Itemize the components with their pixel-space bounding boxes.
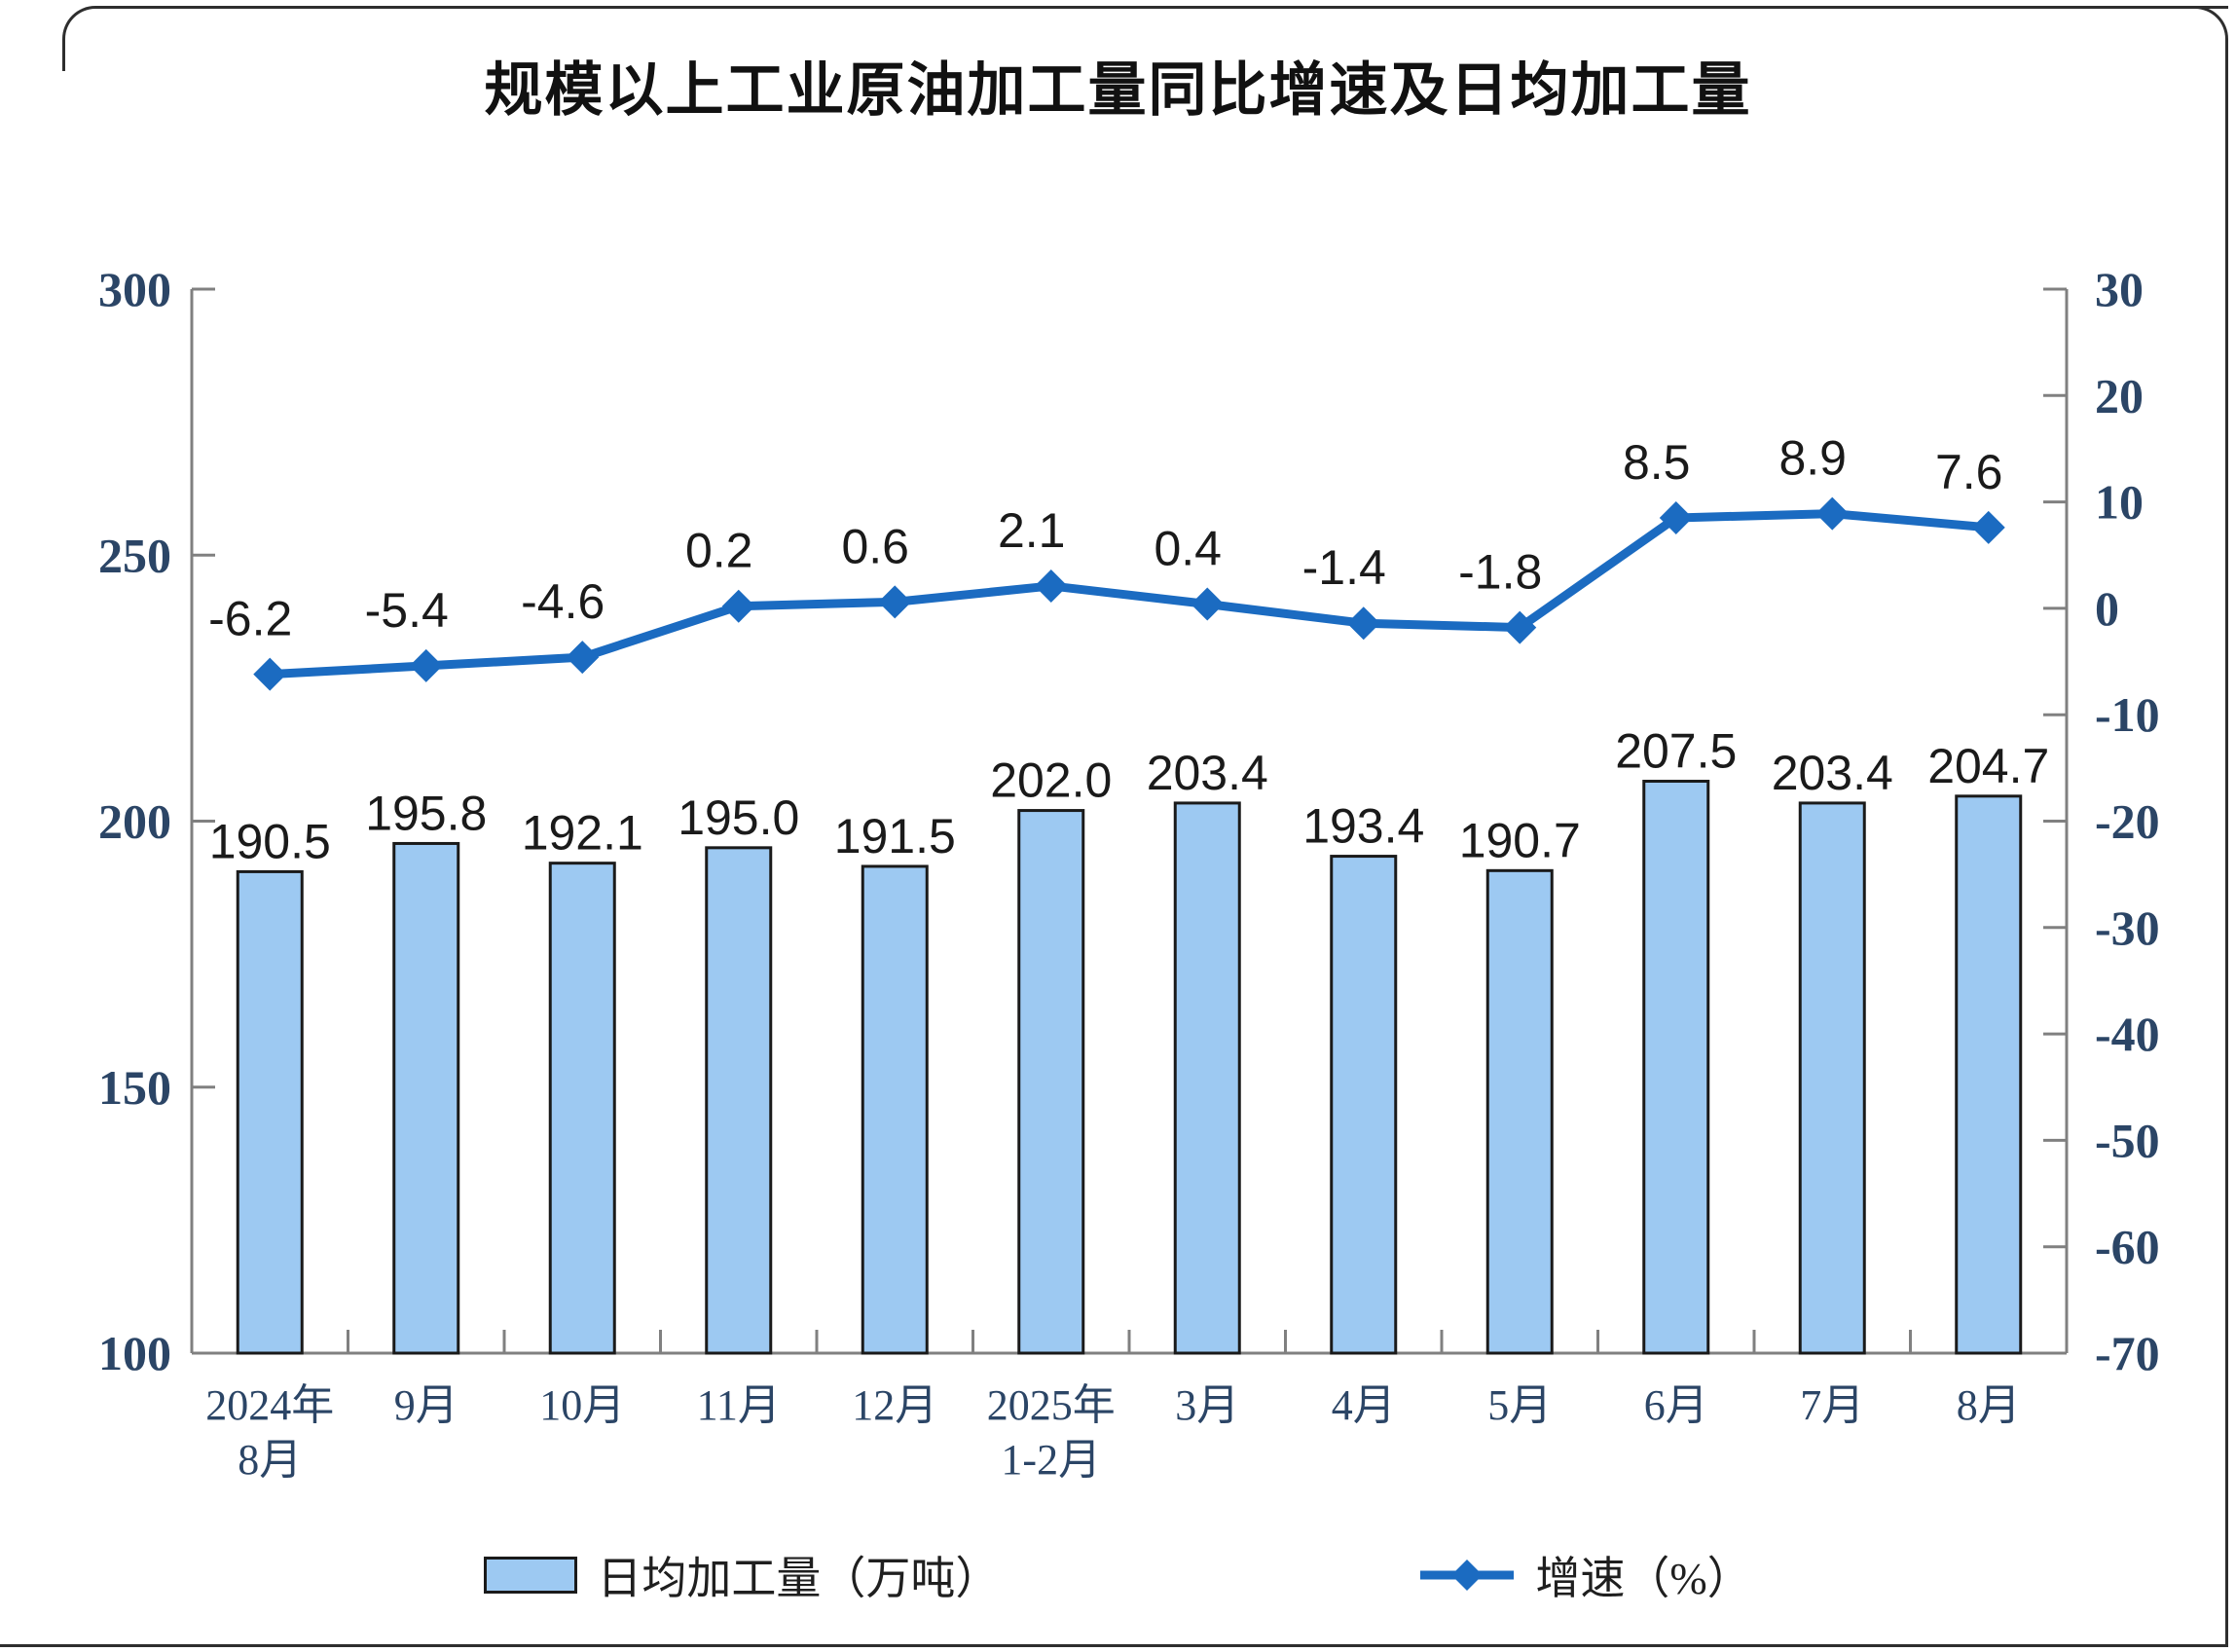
line-value-label: 2.1: [998, 503, 1066, 558]
bar-value-label: 191.5: [834, 809, 956, 863]
right-axis-tick-label: -40: [2095, 1007, 2160, 1061]
legend-item-bars: 日均加工量（万吨）: [484, 1543, 1000, 1607]
x-axis-label: 1-2月: [1001, 1436, 1101, 1484]
x-axis-label: 4月: [1332, 1381, 1396, 1429]
x-axis-label: 7月: [1800, 1381, 1864, 1429]
line-marker-icon: [1346, 606, 1380, 641]
bar: [1330, 855, 1398, 1355]
left-axis-tick-label: 100: [98, 1326, 171, 1380]
left-axis-tick-label: 300: [98, 262, 171, 316]
bar-value-label: 190.7: [1459, 813, 1581, 867]
right-axis-tick-label: 30: [2095, 262, 2144, 316]
bar: [1955, 794, 2023, 1355]
bar: [1642, 780, 1710, 1355]
legend-bar-label: 日均加工量（万吨）: [597, 1554, 1001, 1603]
left-axis-tick-label: 200: [98, 794, 171, 849]
left-axis-tick-label: 150: [98, 1060, 171, 1115]
line-marker-icon: [1659, 500, 1693, 534]
bar: [705, 846, 773, 1355]
line-value-label: 0.6: [841, 519, 909, 573]
bar: [861, 864, 929, 1355]
line-marker-icon: [566, 641, 600, 675]
line-marker-icon: [878, 585, 912, 619]
right-axis-tick-label: -60: [2095, 1220, 2160, 1274]
line-value-label: -6.2: [208, 592, 292, 646]
line-value-label: 0.2: [685, 524, 753, 578]
right-axis-tick-label: -20: [2095, 794, 2160, 849]
right-axis-tick-label: 20: [2095, 368, 2144, 422]
line-marker-icon: [1034, 569, 1068, 603]
line-marker-icon: [1503, 610, 1537, 644]
bar-value-label: 192.1: [522, 806, 643, 861]
bar: [392, 841, 460, 1355]
bar: [236, 869, 304, 1355]
line-marker-icon: [409, 648, 443, 682]
line-marker-icon: [253, 657, 287, 691]
bar-value-label: 207.5: [1615, 724, 1737, 779]
bar: [1798, 801, 1866, 1355]
bar-value-label: 203.4: [1772, 746, 1893, 800]
line-value-label: 8.5: [1623, 435, 1691, 490]
chart-title: 规模以上工业原油加工量同比增速及日均加工量: [484, 57, 1752, 123]
x-axis-label: 9月: [394, 1381, 458, 1429]
line-value-label: -1.8: [1458, 545, 1542, 600]
x-axis-label: 6月: [1644, 1381, 1708, 1429]
line-marker-icon: [1815, 496, 1850, 531]
line-value-label: -5.4: [365, 583, 449, 638]
x-axis-label: 5月: [1487, 1381, 1552, 1429]
line-marker-icon: [1971, 510, 2005, 544]
bar-value-label: 195.0: [678, 790, 799, 845]
right-axis-tick-label: 0: [2095, 581, 2119, 636]
bar: [548, 862, 616, 1355]
x-axis-label: 12月: [852, 1381, 937, 1429]
legend-diamond-icon: [1451, 1560, 1484, 1591]
x-axis-label: 10月: [539, 1381, 625, 1429]
line-value-label: 0.4: [1154, 522, 1222, 576]
right-axis-tick-label: -10: [2095, 687, 2160, 742]
line-marker-icon: [1191, 587, 1225, 621]
legend-bar-swatch-icon: [484, 1557, 578, 1594]
line-value-label: 7.6: [1935, 445, 2003, 499]
bar-value-label: 204.7: [1927, 739, 2049, 793]
legend-item-line: 增速（%）: [1418, 1543, 1752, 1607]
bar-value-label: 190.5: [209, 814, 331, 868]
x-axis-label: 2024年: [205, 1381, 334, 1429]
left-axis-tick-label: 250: [98, 528, 171, 582]
line-value-label: -4.6: [521, 574, 605, 629]
right-axis-tick-label: 10: [2095, 475, 2144, 530]
x-axis-label: 8月: [1957, 1381, 2021, 1429]
x-axis-label: 3月: [1175, 1381, 1239, 1429]
bar-value-label: 195.8: [365, 786, 487, 840]
chart-legend: 日均加工量（万吨） 增速（%）: [0, 1543, 2236, 1607]
bar-value-label: 193.4: [1302, 799, 1424, 854]
growth-line: [265, 509, 1994, 679]
bar: [1485, 868, 1554, 1355]
x-axis-label: 8月: [238, 1436, 302, 1484]
right-axis-tick-label: -50: [2095, 1113, 2160, 1167]
right-axis-tick-label: -30: [2095, 900, 2160, 955]
bar-value-label: 203.4: [1147, 746, 1268, 800]
legend-line-swatch-icon: [1420, 1560, 1515, 1591]
line-marker-icon: [721, 589, 755, 623]
line-value-label: -1.4: [1302, 540, 1386, 595]
line-value-label: 8.9: [1778, 431, 1847, 486]
x-axis-label: 11月: [697, 1381, 781, 1429]
bar-value-label: 202.0: [990, 753, 1112, 808]
legend-line-label: 增速（%）: [1535, 1554, 1752, 1603]
bar: [1017, 809, 1085, 1355]
bar: [1173, 801, 1241, 1355]
x-axis-label: 2025年: [987, 1381, 1116, 1429]
right-axis-tick-label: -70: [2095, 1326, 2160, 1380]
